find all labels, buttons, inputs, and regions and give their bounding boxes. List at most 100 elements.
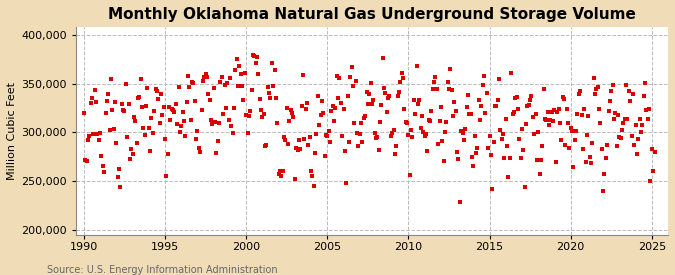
- Point: [226, 124, 237, 128]
- Point: [225, 76, 236, 80]
- Point: [593, 85, 603, 89]
- Point: [439, 130, 450, 134]
- Point: [356, 121, 367, 126]
- Point: [287, 111, 298, 116]
- Point: [96, 154, 107, 159]
- Point: [78, 110, 89, 115]
- Point: [198, 79, 209, 84]
- Point: [213, 139, 223, 143]
- Point: [526, 94, 537, 98]
- Point: [396, 71, 407, 75]
- Point: [545, 118, 556, 123]
- Point: [277, 169, 288, 173]
- Point: [207, 122, 218, 126]
- Point: [468, 163, 479, 168]
- Point: [175, 130, 186, 135]
- Point: [383, 96, 394, 100]
- Point: [493, 77, 504, 81]
- Point: [437, 139, 448, 143]
- Point: [157, 112, 167, 117]
- Point: [288, 115, 299, 119]
- Point: [628, 92, 639, 97]
- Point: [325, 139, 335, 144]
- Point: [466, 154, 477, 159]
- Point: [621, 82, 632, 87]
- Point: [589, 76, 599, 80]
- Point: [558, 97, 569, 101]
- Point: [97, 164, 108, 168]
- Point: [194, 145, 205, 150]
- Point: [166, 107, 177, 111]
- Point: [158, 104, 169, 109]
- Point: [176, 123, 187, 128]
- Point: [222, 81, 233, 85]
- Point: [435, 104, 446, 109]
- Point: [144, 149, 155, 153]
- Point: [644, 107, 655, 111]
- Point: [186, 117, 196, 122]
- Point: [296, 103, 307, 108]
- Point: [634, 117, 645, 121]
- Point: [462, 93, 473, 97]
- Point: [85, 101, 96, 105]
- Point: [272, 121, 283, 125]
- Point: [438, 159, 449, 163]
- Point: [546, 110, 557, 115]
- Point: [284, 119, 295, 123]
- Point: [123, 101, 134, 106]
- Point: [515, 155, 526, 160]
- Point: [299, 137, 310, 141]
- Point: [283, 142, 294, 147]
- Point: [151, 89, 162, 93]
- Point: [269, 68, 280, 72]
- Point: [425, 119, 435, 123]
- Point: [416, 114, 427, 118]
- Point: [286, 108, 296, 113]
- Point: [223, 118, 234, 122]
- Point: [364, 92, 375, 96]
- Point: [373, 148, 384, 153]
- Point: [411, 64, 422, 68]
- Point: [616, 136, 626, 141]
- Point: [304, 134, 315, 139]
- Point: [430, 74, 441, 79]
- Point: [426, 109, 437, 113]
- Point: [484, 134, 495, 139]
- Point: [392, 94, 403, 98]
- Point: [560, 143, 570, 148]
- Point: [369, 131, 380, 135]
- Point: [171, 122, 182, 126]
- Point: [429, 80, 439, 85]
- Point: [180, 134, 191, 138]
- Point: [115, 185, 126, 189]
- Point: [142, 86, 153, 90]
- Point: [122, 135, 132, 139]
- Point: [641, 108, 652, 112]
- Point: [368, 98, 379, 102]
- Point: [173, 84, 184, 89]
- Point: [639, 94, 649, 98]
- Point: [268, 84, 279, 89]
- Point: [624, 89, 634, 93]
- Point: [190, 99, 200, 103]
- Point: [103, 91, 113, 96]
- Point: [237, 84, 248, 89]
- Point: [205, 97, 215, 102]
- Point: [583, 114, 594, 118]
- Point: [406, 127, 416, 132]
- Point: [531, 157, 542, 162]
- Point: [404, 173, 415, 178]
- Point: [380, 90, 391, 95]
- Point: [523, 102, 534, 107]
- Point: [138, 126, 148, 130]
- Point: [541, 118, 551, 122]
- Point: [163, 105, 174, 110]
- Point: [649, 149, 660, 154]
- Point: [598, 189, 609, 194]
- Point: [469, 134, 480, 139]
- Point: [89, 88, 100, 92]
- Point: [100, 111, 111, 115]
- Point: [543, 123, 554, 127]
- Point: [203, 92, 214, 96]
- Point: [506, 70, 516, 75]
